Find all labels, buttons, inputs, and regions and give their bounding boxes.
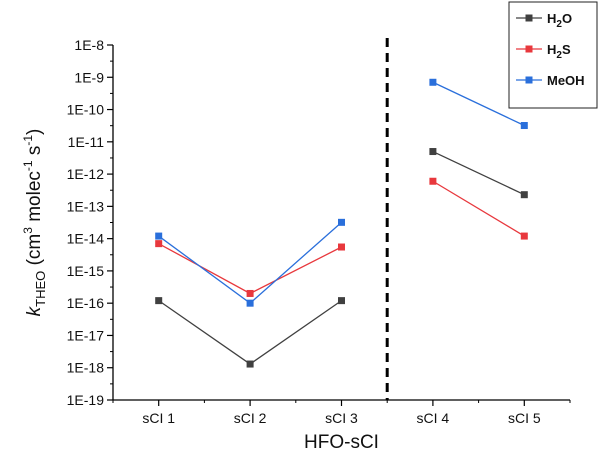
data-point [246, 299, 254, 307]
y-tick-label: 1E-15 [67, 263, 105, 279]
data-point [338, 218, 345, 226]
series-line [432, 180, 525, 237]
data-point [246, 360, 254, 368]
data-point [246, 289, 254, 297]
data-point [429, 78, 437, 86]
y-axis-title: kTHEO (cm3 molec-1 s-1) [21, 129, 48, 317]
legend-label: H2O [547, 11, 572, 30]
x-tick-label: sCI 3 [325, 410, 358, 426]
data-point [520, 191, 528, 199]
legend-box [508, 1, 598, 109]
series-2 [155, 78, 528, 307]
axes: 1E-19 1E-18 1E-17 1E-16 1E-15 1E-14 1E-13 1E-12… [67, 37, 571, 426]
legend-item: H2O [516, 11, 572, 30]
legend: H2O H2S MeOH [508, 1, 598, 109]
series-line [158, 300, 342, 365]
legend-marker [525, 45, 533, 53]
y-tick-label: 1E-8 [74, 37, 104, 53]
legend-label: MeOH [547, 73, 585, 88]
data-point [338, 297, 345, 305]
data-point [429, 177, 437, 185]
y-tick-label: 1E-17 [67, 327, 105, 343]
y-tick-label: 1E-18 [67, 360, 105, 376]
data-point [338, 243, 345, 251]
y-tick-label: 1E-16 [67, 295, 105, 311]
x-tick-label: sCI 2 [234, 410, 267, 426]
y-tick-label: 1E-9 [74, 69, 104, 85]
y-tick-label: 1E-14 [67, 231, 105, 247]
y-axis-label: kTHEO (cm3 molec-1 s-1) [21, 129, 48, 317]
x-tick-label: sCI 5 [508, 410, 541, 426]
data-point [520, 232, 528, 240]
legend-marker [525, 14, 533, 22]
y-tick-label: 1E-12 [67, 166, 105, 182]
series-line [432, 150, 525, 196]
plot-area [155, 38, 528, 400]
y-tick-label: 1E-11 [68, 134, 105, 150]
series-0 [155, 148, 528, 368]
legend-item: MeOH [516, 73, 585, 88]
y-tick-label: 1E-13 [67, 198, 105, 214]
data-point [155, 240, 163, 248]
data-point [155, 232, 163, 240]
legend-marker [525, 76, 533, 84]
x-tick-label: sCI 4 [417, 410, 450, 426]
x-tick-label: sCI 1 [142, 410, 175, 426]
series-line [432, 81, 525, 127]
data-point [155, 297, 163, 305]
series-1 [155, 177, 528, 297]
legend-item: H2S [516, 42, 571, 61]
legend-label: H2S [547, 42, 571, 61]
y-tick-label: 1E-19 [67, 392, 105, 408]
x-axis-title: HFO-sCI [304, 432, 379, 453]
y-tick-label: 1E-10 [67, 102, 105, 118]
data-point [429, 148, 437, 156]
data-point [520, 122, 528, 130]
series-line [158, 243, 342, 295]
